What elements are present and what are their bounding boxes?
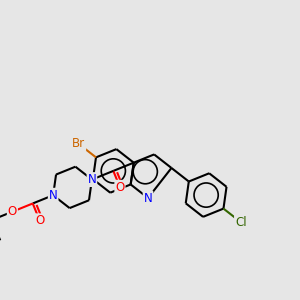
Text: O: O <box>8 205 17 218</box>
Text: Br: Br <box>72 137 85 150</box>
Text: N: N <box>144 191 152 205</box>
Text: N: N <box>88 173 96 186</box>
Text: N: N <box>49 189 58 202</box>
Text: O: O <box>35 214 44 227</box>
Text: O: O <box>115 181 124 194</box>
Text: Cl: Cl <box>235 216 247 229</box>
